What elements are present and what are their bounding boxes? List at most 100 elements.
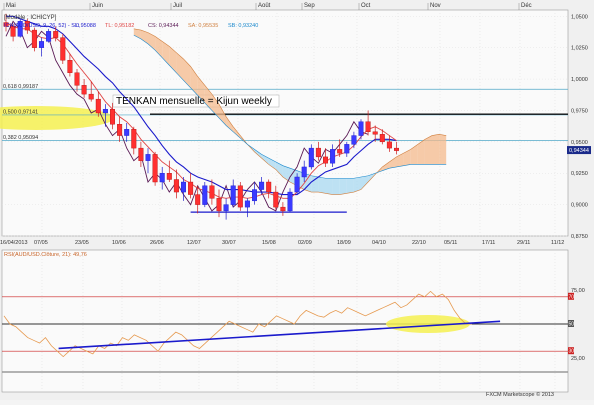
label-layer: [Modèle : ICHICYP] ICH(AUD/USD, 9, 26, 5… [4, 15, 554, 398]
candle-body [173, 179, 179, 193]
candle-body [266, 181, 272, 193]
kumo-segment [275, 161, 283, 177]
fib-500-label: 0,500 0,97141 [3, 109, 38, 115]
candle-body [358, 121, 364, 136]
candle-body [67, 60, 73, 73]
kumo-segment [233, 126, 241, 139]
date-tick-label: 22/10 [412, 240, 426, 246]
kumo-segment [261, 154, 269, 165]
candle-body [259, 181, 265, 190]
annotation-box [112, 94, 280, 108]
kumo-segment [268, 158, 276, 170]
candle-body [60, 37, 66, 61]
date-tick-label: 10/06 [112, 240, 126, 246]
candle-body [117, 124, 123, 136]
candle-body [74, 72, 80, 86]
candle-body [230, 185, 236, 205]
y-tick-label: 0,8750 [571, 234, 588, 240]
kumo-segment [155, 36, 163, 58]
candle-body [131, 129, 137, 149]
kumo-segment [410, 144, 418, 165]
main-price-panel[interactable]: Mai Juin Juil Août Sep Oct Nov Déc 0,8750 0,9000 0… [0, 3, 591, 246]
kumo-segment [169, 46, 177, 73]
candle-body [152, 154, 158, 183]
rsi-level-tag-box [568, 292, 574, 300]
kumo-segment [219, 104, 227, 126]
month-label: Oct [361, 3, 371, 9]
kumo-segment [389, 156, 397, 169]
rsi-level-tag: 30 [569, 349, 575, 355]
kumo-segment [183, 58, 191, 88]
date-tick-label: 04/10 [372, 240, 386, 246]
kumo-segment [140, 30, 148, 44]
kumo-segment [361, 175, 369, 190]
candle-body [81, 85, 87, 95]
senkou-b-line [133, 34, 447, 179]
date-tick-label: 17/11 [482, 240, 495, 246]
candle-body [88, 93, 94, 100]
rsi-level-tag: 50 [569, 322, 575, 328]
y-tick-label: 0,9750 [571, 108, 588, 114]
candle-body [209, 185, 215, 199]
kumo-segment [325, 178, 333, 195]
rsi-trendline [58, 320, 501, 350]
kumo-segment [403, 149, 411, 166]
candle-body [95, 98, 101, 114]
candle-body [138, 147, 144, 161]
candle-body [195, 194, 201, 205]
indicator-legend-sb: SB: 0,93240 [228, 23, 258, 29]
month-label: Nov [430, 3, 441, 9]
date-tick-label: 02/09 [298, 240, 312, 246]
kumo-segment [417, 139, 425, 165]
candle-body [223, 204, 229, 212]
candle-body [188, 181, 194, 195]
senkou-a-line [133, 28, 447, 195]
candle-body [386, 141, 392, 149]
price-tag-label: 0,94344 [569, 148, 589, 154]
y-tick-label: 1,0000 [571, 77, 588, 83]
price-tag-box [567, 146, 591, 155]
candle-body [17, 21, 23, 37]
indicator-legend-cs: CS: 0,94344 [148, 23, 179, 29]
candle-body [351, 135, 357, 145]
candle-body [102, 108, 108, 114]
rsi-axis-label-75: 75,00 [571, 288, 585, 294]
candle-body [237, 185, 243, 208]
date-tick-label: 07/05 [34, 240, 48, 246]
kumo-segment [204, 85, 212, 111]
candle-body [315, 147, 321, 158]
candle-body [394, 147, 400, 151]
kumo-segment [332, 178, 340, 195]
indicator-legend-sl: 0,95088 [76, 23, 96, 29]
date-tick-label: 23/05 [75, 240, 89, 246]
kumo-segment [318, 176, 326, 194]
candle-body [372, 131, 378, 135]
footer-credit: FXCM Marketscope © 2013 [486, 391, 554, 398]
y-tick-label: 1,0500 [571, 14, 588, 20]
indicator-legend-tl: TL: 0,95182 [105, 23, 134, 29]
kumo-segment [396, 153, 404, 167]
candle-body [287, 191, 293, 212]
kumo-segment [346, 178, 354, 194]
chikou-span-line [5, 20, 369, 212]
rsi-panel[interactable]: 70 50 30 75,00 25,00 [1, 249, 585, 393]
y-tick-label: 1,0250 [571, 46, 588, 52]
y-tick-label: 0,9000 [571, 203, 588, 209]
candle-body [301, 166, 307, 178]
date-tick-label: 18/09 [337, 240, 351, 246]
date-tick-label: 26/06 [150, 240, 164, 246]
candle-body [180, 181, 186, 193]
month-label: Sep [304, 3, 315, 9]
kumo-segment [133, 28, 141, 39]
rsi-plot-area [1, 249, 569, 393]
highlight-ellipse-price [0, 105, 114, 130]
candle-body [330, 149, 336, 164]
candle-body [251, 189, 257, 202]
date-tick-label: 11/12 [551, 240, 564, 246]
rsi-legend: RSI(AUD/USD.Clôture, 21): 49,76 [4, 252, 87, 258]
candle-body [244, 200, 250, 208]
kumo-segment [226, 116, 234, 132]
rsi-level-tag: 70 [569, 294, 575, 300]
candle-body [159, 173, 165, 183]
